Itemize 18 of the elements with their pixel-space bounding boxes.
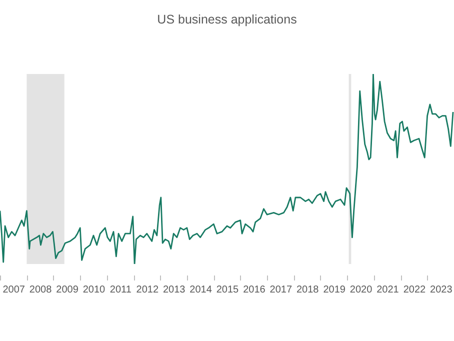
x-tick-label: 2009 — [56, 284, 79, 296]
x-tick-label: 2008 — [29, 284, 52, 296]
x-tick-label: 2016 — [243, 284, 266, 296]
x-tick-label: 2023 — [430, 284, 453, 296]
x-tick-label: 2014 — [190, 284, 212, 296]
x-tick-label: 2022 — [403, 284, 426, 296]
x-tick-label: 2015 — [216, 284, 240, 296]
x-tick-label: 2018 — [296, 284, 320, 296]
x-tick-label: 2021 — [376, 284, 400, 296]
x-tick-label: 2013 — [162, 284, 186, 296]
x-tick-label: 2017 — [270, 284, 292, 296]
x-tick-label: 2007 — [2, 284, 26, 296]
x-tick-label: 2012 — [136, 284, 159, 296]
chart-title: US business applications — [157, 12, 297, 26]
x-tick-label: 2010 — [82, 284, 106, 296]
x-tick-label: 2019 — [323, 284, 346, 296]
x-tick-label: 2020 — [350, 284, 373, 296]
x-tick-label: 2011 — [110, 284, 132, 296]
